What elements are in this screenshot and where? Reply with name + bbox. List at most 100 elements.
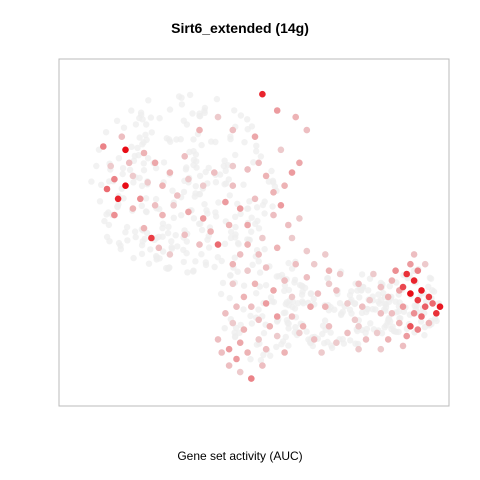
background-cell-point bbox=[348, 288, 355, 295]
data-point bbox=[144, 179, 151, 186]
data-point bbox=[277, 146, 285, 154]
background-cell-point bbox=[166, 106, 174, 113]
background-cell-point bbox=[285, 259, 292, 267]
background-cell-point bbox=[143, 136, 150, 143]
background-cell-point bbox=[147, 114, 155, 121]
background-cell-point bbox=[265, 178, 273, 185]
background-cell-point bbox=[131, 152, 138, 160]
background-cell-point bbox=[339, 336, 346, 343]
background-cell-point bbox=[221, 157, 228, 164]
background-cell-point bbox=[255, 306, 262, 313]
background-cell-point bbox=[198, 141, 205, 149]
background-cell-point bbox=[220, 162, 227, 170]
background-cell-point bbox=[260, 329, 268, 337]
data-point bbox=[303, 126, 311, 134]
data-point bbox=[236, 251, 244, 258]
background-cell-point bbox=[190, 161, 197, 169]
background-cell-point bbox=[268, 167, 275, 175]
data-point bbox=[255, 159, 262, 167]
data-point bbox=[414, 267, 422, 275]
data-point bbox=[266, 323, 274, 330]
background-cell-point bbox=[140, 160, 147, 167]
background-cell-point bbox=[292, 324, 299, 331]
data-point bbox=[410, 310, 418, 317]
data-point bbox=[414, 326, 422, 333]
data-point bbox=[240, 293, 248, 301]
background-cell-point bbox=[231, 254, 238, 261]
data-point bbox=[140, 149, 148, 157]
background-cell-point bbox=[180, 117, 187, 124]
background-cell-point bbox=[156, 115, 163, 122]
background-cell-point bbox=[347, 337, 354, 344]
data-point bbox=[196, 241, 203, 248]
background-cell-point bbox=[202, 259, 209, 266]
background-cell-point bbox=[385, 316, 392, 323]
data-point bbox=[281, 277, 288, 284]
background-cell-point bbox=[328, 342, 335, 349]
data-point bbox=[259, 234, 266, 242]
data-point bbox=[403, 270, 411, 278]
background-cell-point bbox=[240, 181, 247, 188]
background-cell-point bbox=[198, 251, 205, 258]
data-point bbox=[344, 329, 351, 337]
background-cell-point bbox=[226, 294, 233, 302]
background-cell-point bbox=[119, 170, 126, 178]
data-point bbox=[229, 162, 237, 170]
data-point bbox=[307, 303, 314, 311]
data-point bbox=[418, 287, 425, 294]
data-point bbox=[303, 274, 311, 281]
background-cell-point bbox=[142, 131, 149, 138]
background-cell-point bbox=[324, 275, 331, 282]
data-point bbox=[129, 205, 137, 212]
background-cell-point bbox=[301, 284, 309, 292]
background-cell-point bbox=[275, 273, 283, 280]
background-cell-point bbox=[298, 291, 306, 298]
data-point bbox=[296, 215, 303, 222]
background-cell-point bbox=[221, 181, 228, 188]
data-point bbox=[392, 267, 399, 275]
background-cell-point bbox=[192, 183, 199, 190]
background-cell-point bbox=[128, 107, 135, 114]
background-cell-point bbox=[234, 268, 241, 275]
background-cell-point bbox=[227, 135, 234, 143]
background-cell-point bbox=[182, 166, 190, 173]
background-cell-point bbox=[247, 356, 254, 363]
background-cell-point bbox=[430, 288, 438, 295]
data-point bbox=[296, 159, 303, 167]
background-cell-point bbox=[257, 153, 265, 160]
background-cell-point bbox=[338, 310, 345, 317]
background-cell-point bbox=[396, 315, 403, 322]
background-cell-point bbox=[291, 276, 299, 284]
background-cell-point bbox=[257, 357, 265, 364]
data-point bbox=[407, 323, 414, 330]
data-point bbox=[244, 221, 251, 229]
background-cell-point bbox=[221, 240, 229, 247]
data-point bbox=[255, 316, 262, 324]
data-point bbox=[288, 313, 296, 320]
background-cell-point bbox=[237, 321, 244, 329]
data-point bbox=[355, 323, 362, 330]
background-cell-point bbox=[139, 116, 146, 123]
data-point bbox=[373, 329, 381, 337]
background-cell-point bbox=[291, 305, 299, 312]
data-point bbox=[181, 231, 188, 239]
data-point bbox=[273, 107, 281, 114]
background-cell-point bbox=[327, 329, 334, 336]
data-point bbox=[103, 185, 111, 193]
x-axis-label: Gene set activity (AUC) bbox=[177, 449, 303, 463]
data-point bbox=[148, 234, 155, 242]
data-point bbox=[140, 224, 148, 232]
background-cell-point bbox=[221, 325, 228, 332]
background-cell-point bbox=[273, 343, 280, 351]
background-cell-point bbox=[375, 291, 382, 298]
background-cell-point bbox=[253, 290, 260, 297]
background-cell-point bbox=[159, 233, 166, 240]
data-point bbox=[159, 211, 166, 219]
data-point bbox=[433, 310, 440, 317]
data-point bbox=[410, 251, 418, 258]
background-cell-point bbox=[363, 325, 371, 333]
data-point bbox=[270, 211, 277, 219]
data-point bbox=[333, 287, 340, 294]
background-cell-point bbox=[252, 220, 259, 228]
data-point bbox=[122, 146, 129, 154]
